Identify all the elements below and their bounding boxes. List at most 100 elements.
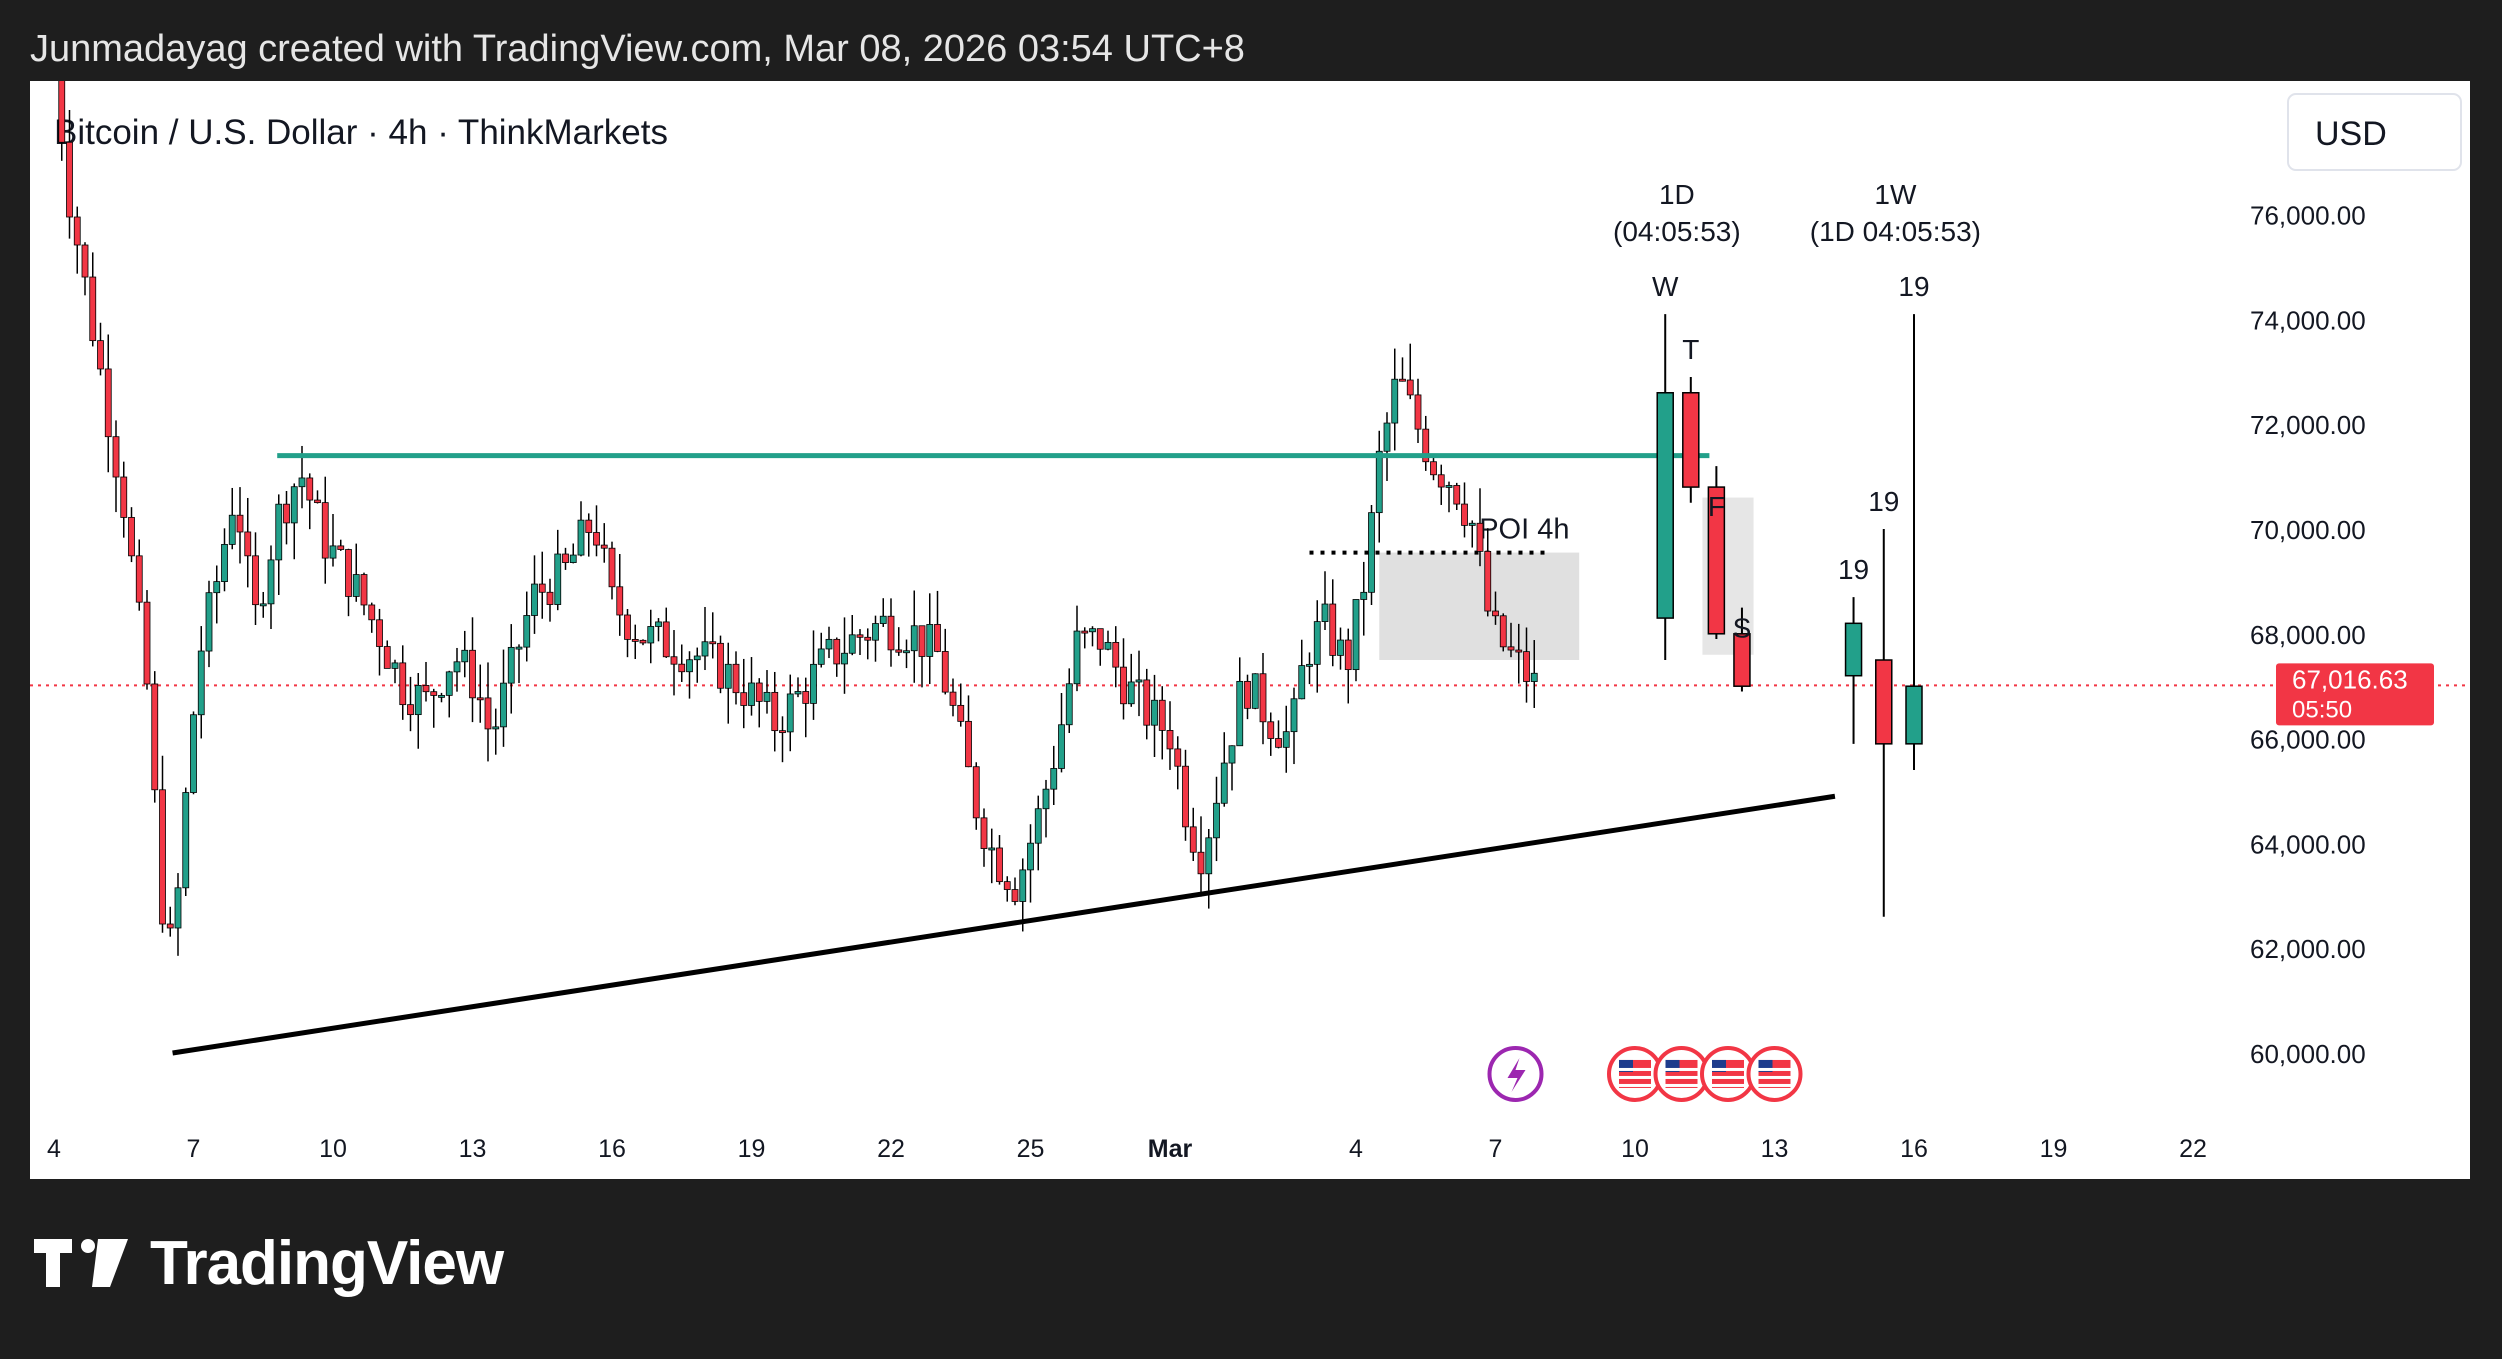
candle-body xyxy=(1352,599,1360,671)
candle-body xyxy=(1445,485,1453,488)
candle-body xyxy=(1290,698,1298,733)
candle-body xyxy=(275,503,283,561)
candle-body xyxy=(104,368,112,438)
candle-body xyxy=(190,714,197,793)
candle-body xyxy=(1205,837,1213,875)
candle-body xyxy=(957,704,965,722)
candle-body xyxy=(174,887,182,929)
candle-body xyxy=(538,583,546,593)
candle-body xyxy=(58,81,66,143)
candle-body xyxy=(585,519,593,533)
candle-body xyxy=(492,726,500,730)
candle-body xyxy=(771,691,779,732)
candle-body xyxy=(763,691,771,702)
flag-stripe xyxy=(1665,1075,1698,1079)
x-tick-label: 10 xyxy=(1621,1135,1649,1163)
candle-body xyxy=(848,634,856,654)
candle-body xyxy=(918,625,926,657)
candle-body xyxy=(569,554,577,563)
candle-body xyxy=(1189,826,1197,853)
candle-body xyxy=(1112,642,1120,668)
candle-body xyxy=(864,636,872,641)
candle-body xyxy=(1259,673,1267,723)
candle-body xyxy=(352,574,360,597)
candle-body xyxy=(182,792,190,889)
candle-body xyxy=(1437,474,1445,488)
candle-body xyxy=(453,661,461,673)
candle-body xyxy=(1399,378,1406,382)
candle-body xyxy=(1011,889,1019,902)
flag-stripe xyxy=(1619,1067,1651,1071)
tv-logo-icon xyxy=(34,1238,128,1287)
candle-body xyxy=(259,603,267,607)
candle-body xyxy=(872,623,879,641)
candle-body xyxy=(1143,679,1151,726)
candle-body xyxy=(531,583,538,616)
candle-body xyxy=(1492,610,1499,617)
chart-panel[interactable] xyxy=(30,81,2470,1179)
x-tick-label: 10 xyxy=(319,1135,347,1163)
candle-body xyxy=(748,682,755,706)
candle-body xyxy=(647,626,655,644)
candle-body xyxy=(438,694,445,698)
candle-body xyxy=(1104,642,1112,650)
candle-body xyxy=(1375,450,1383,514)
projection-candle-label: 19 xyxy=(1868,486,1899,517)
candle-body xyxy=(593,532,600,546)
candle-body xyxy=(112,436,120,478)
candle-body xyxy=(903,650,910,654)
price-chart[interactable]: Bitcoin / U.S. Dollar · 4h · ThinkMarket… xyxy=(30,81,2470,1179)
candle-body xyxy=(624,614,631,640)
candle-body xyxy=(159,789,166,925)
candle-body xyxy=(1313,621,1321,665)
candle-body xyxy=(236,514,244,533)
candle-body xyxy=(1251,673,1259,709)
candle-body xyxy=(1220,762,1228,804)
x-tick-label: 7 xyxy=(187,1135,201,1163)
currency-button-label: USD xyxy=(2315,115,2387,153)
candle-body xyxy=(1337,639,1344,656)
candle-body xyxy=(1065,683,1073,726)
candle-body xyxy=(1275,738,1282,748)
candle-body xyxy=(1120,666,1127,705)
x-tick-label: 16 xyxy=(1900,1135,1928,1163)
candle-body xyxy=(600,544,608,549)
flag-stripe xyxy=(1712,1075,1744,1079)
candle-body xyxy=(337,545,345,550)
chart-title: Bitcoin / U.S. Dollar · 4h · ThinkMarket… xyxy=(54,113,668,152)
candle-body xyxy=(414,685,422,716)
candle-body xyxy=(376,619,383,647)
candle-body xyxy=(833,638,841,665)
projection-candle-body xyxy=(1707,486,1726,635)
y-tick-label: 66,000.00 xyxy=(2250,725,2366,755)
candle-body xyxy=(1368,512,1375,593)
projection-candle-label: W xyxy=(1652,271,1679,302)
candle-body xyxy=(1530,672,1538,682)
projection-candle-body xyxy=(1905,685,1923,745)
candle-body xyxy=(841,652,848,665)
candle-body xyxy=(546,591,554,605)
candle-body xyxy=(562,553,569,563)
candle-body xyxy=(887,615,895,651)
candle-body xyxy=(740,692,748,706)
candle-body xyxy=(1523,651,1530,682)
projection-candle-body xyxy=(1656,392,1674,619)
candle-body xyxy=(1507,646,1515,651)
candle-body xyxy=(802,691,810,704)
poi-zone xyxy=(1379,552,1580,660)
candle-body xyxy=(1476,522,1484,552)
candle-body xyxy=(391,662,399,669)
candle-body xyxy=(1484,550,1492,612)
projection-candle-label: 19 xyxy=(1898,271,1929,302)
currency-button[interactable] xyxy=(2287,93,2462,171)
candle-body xyxy=(1360,591,1368,600)
x-tick-label: 13 xyxy=(459,1135,487,1163)
x-tick-label: 25 xyxy=(1017,1135,1045,1163)
candle-body xyxy=(980,817,988,849)
candle-body xyxy=(926,624,934,657)
candle-body xyxy=(1236,680,1244,747)
candle-body xyxy=(461,649,469,663)
candle-body xyxy=(368,604,376,621)
candle-body xyxy=(469,649,476,699)
tradingview-brand-text: TradingView xyxy=(150,1229,504,1298)
